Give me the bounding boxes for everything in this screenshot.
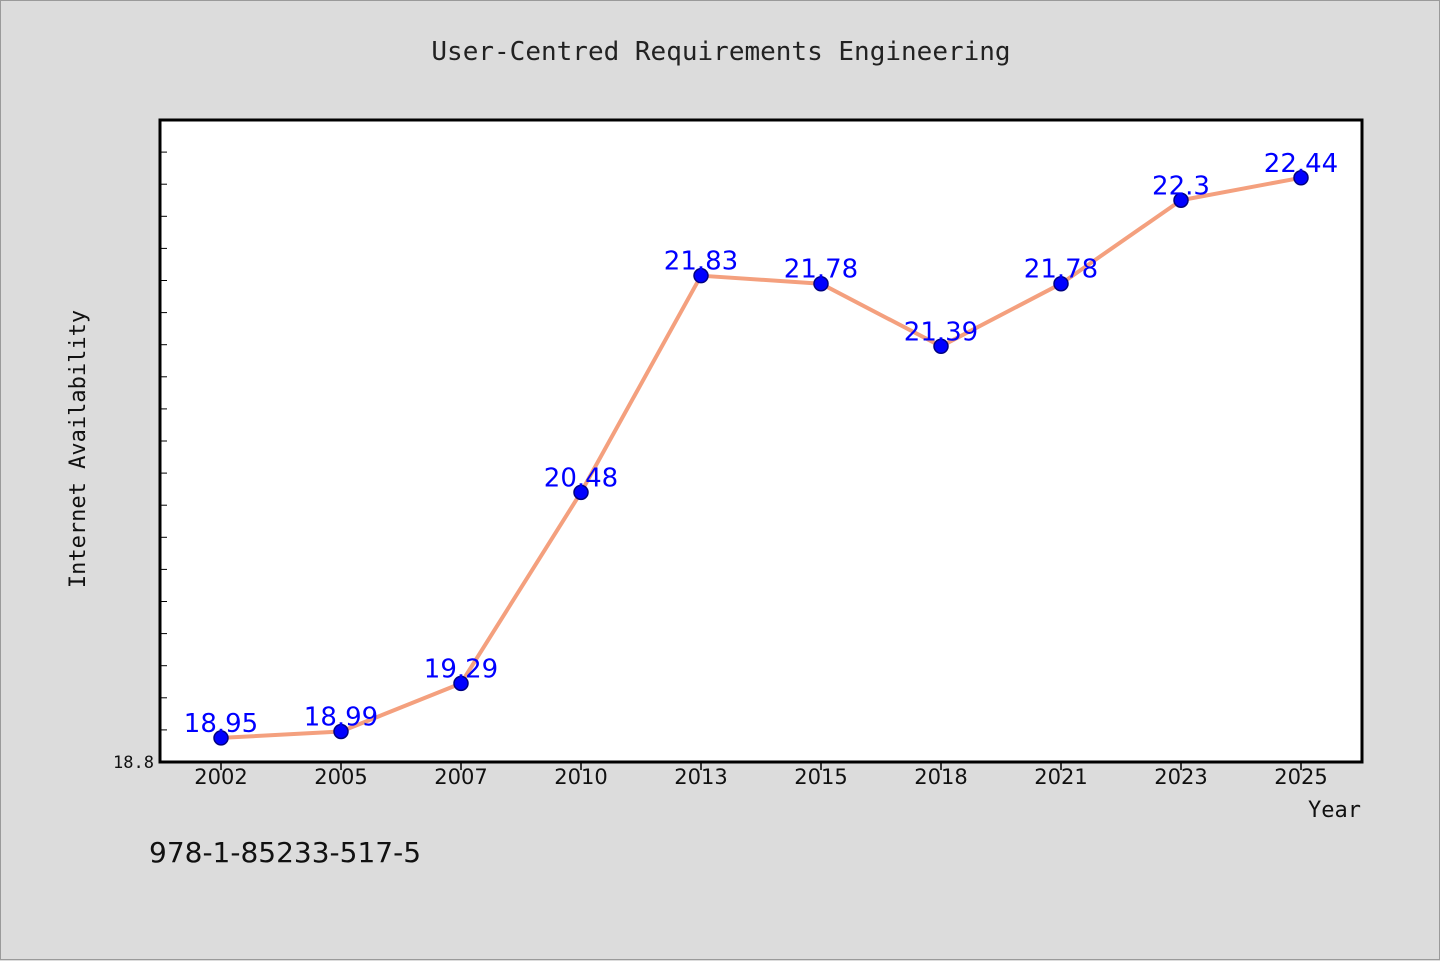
data-point: [813, 275, 829, 292]
data-label: 21.39: [904, 317, 978, 347]
data-label: 22.3: [1152, 171, 1210, 201]
x-axis-tick-labels: 2002 2005 2007 2010 2013 2015 2018 2021 2023 2025: [194, 765, 1327, 789]
data-label: 21.78: [1024, 255, 1098, 285]
data-point: [693, 267, 709, 284]
x-axis-ticks: [220, 762, 1302, 770]
series-line: [220, 175, 1302, 740]
x-tick-label: 2015: [794, 765, 847, 789]
x-tick-label: 2013: [674, 765, 727, 789]
data-point: [573, 484, 589, 501]
data-point: [933, 338, 949, 355]
data-label: 21.83: [664, 247, 738, 277]
data-labels: 18.95 18.99 19.29 20.48 21.83 21.78 21.39 21.78…: [184, 149, 1338, 739]
x-tick-label: 2025: [1274, 765, 1327, 789]
data-label: 21.78: [784, 255, 858, 285]
y-axis-ticks: [160, 151, 167, 731]
x-tick-label: 2010: [554, 765, 607, 789]
data-point: [333, 723, 349, 740]
x-tick-label: 2002: [194, 765, 247, 789]
x-tick-label: 2023: [1154, 765, 1207, 789]
y-axis-label: Internet Availability: [66, 310, 91, 588]
data-point: [1173, 192, 1189, 208]
y-tick-label: 18.8: [113, 753, 154, 773]
data-point: [1053, 275, 1069, 292]
x-axis-label: Year: [1308, 798, 1361, 823]
data-label: 18.99: [304, 703, 378, 733]
data-point: [213, 730, 229, 746]
series-group: [213, 170, 1309, 746]
data-label: 20.48: [544, 463, 618, 493]
data-label: 22.44: [1264, 149, 1338, 179]
x-tick-label: 2021: [1034, 765, 1087, 789]
plot-area: [158, 118, 1364, 764]
data-label: 18.95: [184, 709, 258, 739]
data-point: [1293, 170, 1309, 186]
chart-title: User-Centred Requirements Engineering: [431, 37, 1011, 67]
x-tick-label: 2018: [914, 765, 967, 789]
x-tick-label: 2007: [434, 765, 487, 789]
footer-isbn: 978-1-85233-517-5: [149, 836, 422, 869]
x-tick-label: 2005: [314, 765, 367, 789]
data-label: 19.29: [424, 654, 498, 684]
data-point: [453, 675, 469, 692]
